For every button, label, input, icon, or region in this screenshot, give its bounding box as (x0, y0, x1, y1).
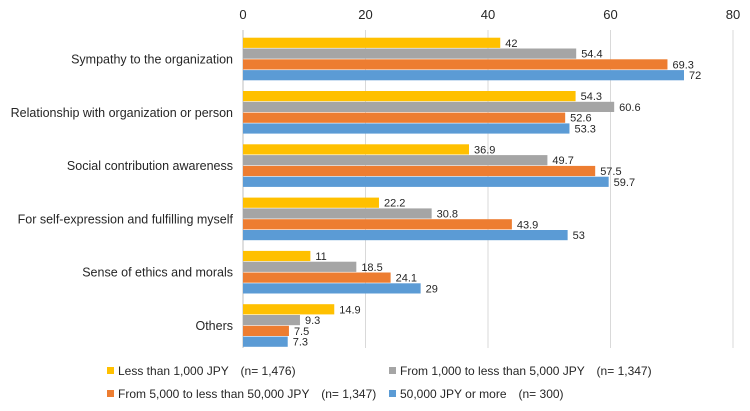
value-label: 22.2 (384, 198, 405, 210)
value-label: 30.8 (437, 209, 458, 221)
bar (243, 272, 391, 283)
bar (243, 48, 577, 59)
value-label: 60.6 (619, 102, 640, 114)
bar (243, 70, 684, 81)
bar (243, 230, 568, 241)
legend-swatch (107, 390, 114, 397)
value-label: 53.3 (574, 124, 595, 136)
x-axis-ticks: 0 20 40 60 80 (239, 7, 740, 22)
bar (243, 325, 289, 336)
bar (243, 304, 335, 315)
value-label: 9.3 (305, 315, 320, 327)
value-label: 72 (689, 70, 701, 82)
bar (243, 165, 596, 177)
bar (243, 197, 379, 208)
bars (243, 37, 684, 347)
legend: Less than 1,000 JPY (n= 1,476) From 1,000… (107, 364, 652, 401)
value-label: 59.7 (614, 177, 635, 189)
value-label: 24.1 (396, 273, 417, 285)
bar (243, 176, 609, 187)
legend-label: 50,000 JPY or more (n= 300) (400, 387, 564, 401)
bar (243, 315, 300, 326)
legend-swatch (389, 390, 396, 397)
value-label: 57.5 (600, 166, 621, 178)
x-tick-label: 0 (239, 7, 246, 22)
x-tick-label: 40 (481, 7, 495, 22)
category-label: For self-expression and fulfilling mysel… (18, 212, 234, 226)
value-label: 29 (426, 283, 438, 295)
category-label: Sympathy to the organization (71, 53, 233, 67)
value-label: 36.9 (474, 144, 495, 156)
legend-swatch (389, 367, 396, 374)
value-label: 11 (315, 251, 326, 263)
category-labels: Sympathy to the organization Relationship… (11, 53, 234, 334)
x-tick-label: 80 (726, 7, 740, 22)
legend-swatch (107, 367, 114, 374)
value-label: 52.6 (570, 113, 591, 125)
bar (243, 250, 311, 262)
gridlines (242, 30, 734, 348)
bar (243, 144, 470, 155)
value-label: 69.3 (672, 59, 693, 71)
value-label: 54.4 (581, 49, 602, 61)
value-label: 42 (505, 38, 517, 50)
value-label: 54.3 (581, 91, 602, 103)
category-label: Others (195, 319, 233, 333)
bar (243, 59, 668, 70)
bar (243, 261, 357, 272)
bar (243, 91, 576, 102)
category-label: Relationship with organization or person (11, 106, 233, 120)
value-label: 53 (573, 230, 585, 242)
value-label: 7.3 (293, 337, 308, 349)
legend-label: From 1,000 to less than 5,000 JPY (n= 1,… (400, 364, 652, 378)
category-label: Social contribution awareness (67, 159, 233, 173)
bar (243, 283, 421, 294)
bar (243, 219, 512, 230)
bar (243, 101, 615, 112)
value-label: 18.5 (361, 262, 382, 274)
bar (243, 112, 566, 123)
value-label: 49.7 (552, 155, 573, 167)
x-tick-label: 60 (603, 7, 617, 22)
bar (243, 123, 570, 134)
category-label: Sense of ethics and morals (82, 266, 233, 280)
bar (243, 37, 501, 48)
bar (243, 155, 548, 166)
x-tick-label: 20 (358, 7, 372, 22)
value-label: 14.9 (339, 304, 360, 316)
legend-label: Less than 1,000 JPY (n= 1,476) (118, 364, 296, 378)
bar (243, 208, 432, 219)
value-label: 7.5 (294, 326, 309, 338)
value-label: 43.9 (517, 219, 538, 231)
legend-label: From 5,000 to less than 50,000 JPY (n= 1… (118, 387, 376, 401)
bar (243, 336, 288, 347)
value-labels: 42 54.4 69.372 54.3 60.6 52.653.3 36.9 49.7 57.5… (293, 38, 702, 349)
